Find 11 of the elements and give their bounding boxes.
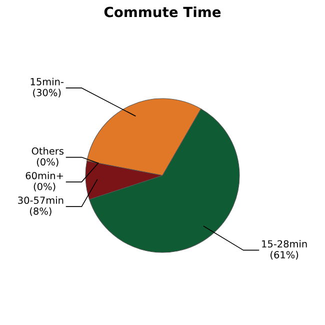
data-label: (61%) <box>270 250 298 260</box>
slice-label: 15min- <box>30 78 64 86</box>
text: (0%) <box>34 182 56 192</box>
category-label: Others <box>32 147 64 155</box>
slice-label: 15-28min <box>262 240 307 248</box>
legend-label: 60min+ <box>26 172 63 180</box>
data-label: (8%) <box>30 207 52 216</box>
slice-label: 30-57min <box>18 196 64 204</box>
chart-title: Commute Time <box>104 6 221 18</box>
data-label: (30%) <box>33 88 61 98</box>
text: (0%) <box>36 158 58 167</box>
